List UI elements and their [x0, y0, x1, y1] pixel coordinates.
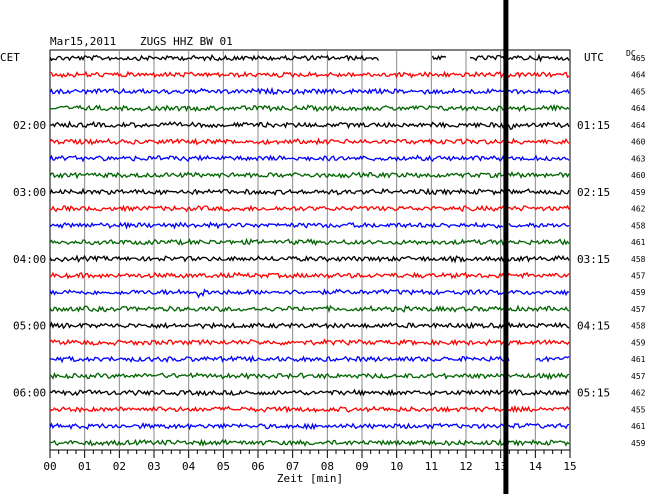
- trace-2: [49, 86, 570, 96]
- dc-offset-label: 457: [631, 372, 646, 381]
- dc-offset-label: 464: [631, 104, 646, 113]
- left-hour-label: 06:00: [13, 387, 46, 400]
- right-hour-label: 04:15: [577, 320, 610, 333]
- dc-offset-label: 455: [631, 405, 646, 414]
- time-axis: 00 01 02 03 04 05 06 07 08 09 10 11 12 13 14 15: [43, 450, 577, 473]
- x-tick-label: 07: [286, 460, 299, 473]
- trace-12: [49, 254, 570, 264]
- trace-15: [49, 304, 570, 314]
- dc-column-label: DC: [626, 49, 636, 58]
- trace-5: [49, 137, 570, 146]
- dc-offset-label: 458: [631, 221, 646, 230]
- dc-offset-label: 460: [631, 138, 646, 147]
- trace-13: [49, 271, 570, 280]
- trace-23: [49, 438, 570, 448]
- x-tick-label: 10: [390, 460, 403, 473]
- x-tick-label: 06: [251, 460, 264, 473]
- dc-offset-label: 464: [631, 121, 646, 130]
- right-hour-label: 05:15: [577, 387, 610, 400]
- dc-offset-label: 462: [631, 205, 646, 214]
- x-tick-label: 14: [529, 460, 543, 473]
- trace-labels: 02:00 03:00 04:00 05:00 06:00 01:15 02:15 03:15…: [13, 54, 646, 448]
- left-hour-label: 04:00: [13, 253, 46, 266]
- x-tick-label: 03: [147, 460, 160, 473]
- dc-offset-label: 464: [631, 71, 646, 80]
- x-tick-label: 08: [321, 460, 334, 473]
- dc-offset-label: 457: [631, 305, 646, 314]
- trace-18: [49, 354, 570, 364]
- trace-7: [49, 171, 570, 180]
- dc-offset-label: 461: [631, 355, 646, 364]
- plot-station: ZUGS HHZ BW 01: [140, 35, 233, 48]
- dc-offset-label: 461: [631, 238, 646, 247]
- right-timezone-label: UTC: [584, 51, 604, 64]
- dc-offset-label: 461: [631, 422, 646, 431]
- right-hour-label: 03:15: [577, 253, 610, 266]
- left-hour-label: 05:00: [13, 320, 46, 333]
- x-tick-label: 12: [459, 460, 472, 473]
- x-tick-label: 02: [113, 460, 126, 473]
- left-timezone-label: CET: [0, 51, 20, 64]
- dc-offset-label: 465: [631, 87, 646, 96]
- trace-0: [49, 53, 570, 63]
- left-hour-label: 02:00: [13, 119, 46, 132]
- trace-14: [49, 288, 570, 299]
- dc-offset-label: 459: [631, 288, 646, 297]
- x-tick-label: 04: [182, 460, 196, 473]
- dc-offset-label: 462: [631, 389, 646, 398]
- left-hour-label: 03:00: [13, 186, 46, 199]
- x-tick-label: 00: [43, 460, 56, 473]
- dc-offset-label: 459: [631, 439, 646, 448]
- x-tick-label: 05: [217, 460, 230, 473]
- event-marker-line: [503, 0, 509, 494]
- x-axis-title: Zeit [min]: [277, 472, 343, 485]
- trace-10: [49, 221, 570, 230]
- x-tick-label: 01: [78, 460, 91, 473]
- right-hour-label: 02:15: [577, 186, 610, 199]
- trace-16: [49, 321, 570, 330]
- dc-offset-label: 460: [631, 171, 646, 180]
- right-hour-label: 01:15: [577, 119, 610, 132]
- minute-grid: [84, 50, 536, 450]
- dc-offset-label: 458: [631, 322, 646, 331]
- x-tick-label: 09: [355, 460, 368, 473]
- dc-offset-label: 459: [631, 338, 646, 347]
- x-tick-label: 11: [425, 460, 438, 473]
- dc-offset-label: 458: [631, 255, 646, 264]
- trace-11: [49, 237, 570, 247]
- trace-4: [49, 118, 570, 130]
- dc-offset-label: 457: [631, 271, 646, 280]
- dc-offset-label: 459: [631, 188, 646, 197]
- seismogram-traces: [49, 53, 570, 448]
- dc-offset-label: 463: [631, 154, 646, 163]
- trace-8: [49, 187, 570, 196]
- dc-offset-label: 465: [631, 54, 646, 63]
- trace-6: [49, 154, 570, 163]
- plot-date: Mar15,2011: [50, 35, 116, 48]
- trace-3: [49, 103, 570, 113]
- trace-20: [49, 388, 570, 397]
- trace-9: [49, 204, 570, 213]
- x-tick-label: 15: [563, 460, 576, 473]
- trace-17: [49, 338, 570, 347]
- trace-21: [49, 404, 570, 414]
- trace-1: [49, 70, 570, 79]
- trace-19: [49, 371, 570, 381]
- trace-22: [49, 422, 570, 431]
